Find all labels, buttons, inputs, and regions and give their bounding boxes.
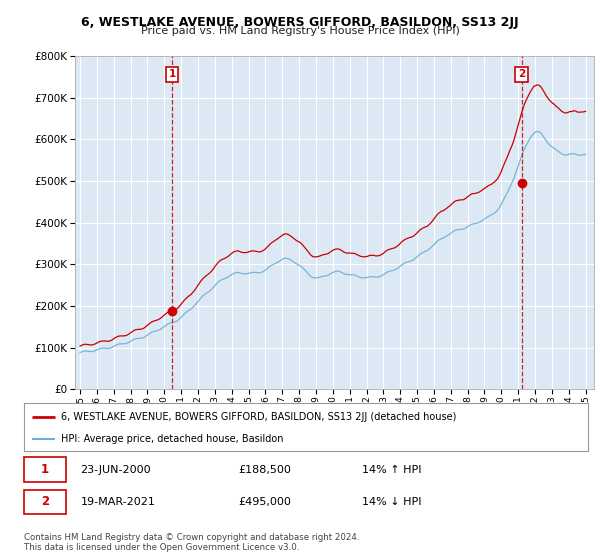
Text: 1: 1 <box>169 69 176 80</box>
Text: 6, WESTLAKE AVENUE, BOWERS GIFFORD, BASILDON, SS13 2JJ (detached house): 6, WESTLAKE AVENUE, BOWERS GIFFORD, BASI… <box>61 412 456 422</box>
Text: Price paid vs. HM Land Registry's House Price Index (HPI): Price paid vs. HM Land Registry's House … <box>140 26 460 36</box>
Text: £188,500: £188,500 <box>238 465 291 475</box>
Text: Contains HM Land Registry data © Crown copyright and database right 2024.: Contains HM Land Registry data © Crown c… <box>24 533 359 542</box>
Text: 14% ↑ HPI: 14% ↑ HPI <box>362 465 422 475</box>
Text: 1: 1 <box>41 463 49 476</box>
Text: 19-MAR-2021: 19-MAR-2021 <box>80 497 155 507</box>
Text: 2: 2 <box>41 496 49 508</box>
Text: 2: 2 <box>518 69 526 80</box>
Text: £495,000: £495,000 <box>238 497 291 507</box>
Text: This data is licensed under the Open Government Licence v3.0.: This data is licensed under the Open Gov… <box>24 543 299 552</box>
Text: 14% ↓ HPI: 14% ↓ HPI <box>362 497 422 507</box>
Text: 6, WESTLAKE AVENUE, BOWERS GIFFORD, BASILDON, SS13 2JJ: 6, WESTLAKE AVENUE, BOWERS GIFFORD, BASI… <box>81 16 519 29</box>
FancyBboxPatch shape <box>24 458 66 482</box>
FancyBboxPatch shape <box>24 489 66 514</box>
Text: HPI: Average price, detached house, Basildon: HPI: Average price, detached house, Basi… <box>61 434 283 444</box>
Text: 23-JUN-2000: 23-JUN-2000 <box>80 465 151 475</box>
